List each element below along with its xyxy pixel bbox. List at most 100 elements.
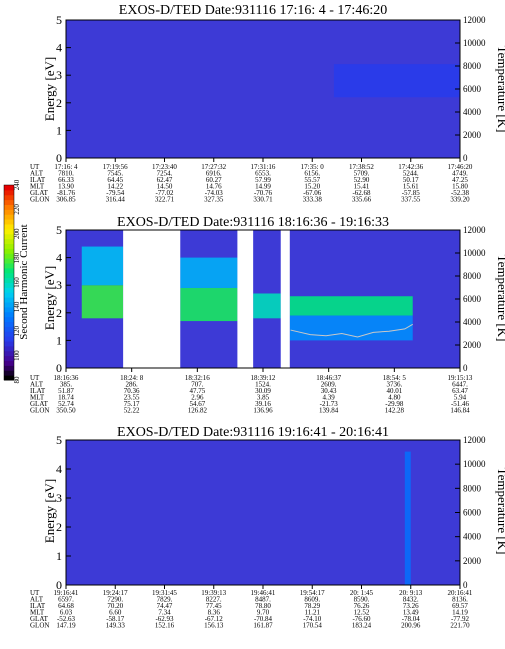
orbit-cell: 18:39:12 — [251, 374, 276, 382]
panel-1-ytick-label: 1 — [56, 123, 62, 137]
orbit-cell: 335.66 — [352, 196, 372, 204]
orbit-cell: 5.94 — [454, 394, 467, 402]
panel-2: EXOS-D/TED Date:931116 18:16:36 - 19:16:… — [30, 215, 505, 415]
colorbar-segment — [4, 209, 14, 215]
panel-2-data-gap-1 — [237, 230, 254, 368]
orbit-cell: 4.80 — [388, 394, 401, 402]
panel-2-plot — [66, 230, 460, 368]
orbit-cell: 19:24:17 — [103, 589, 128, 597]
orbit-cell: 156.13 — [204, 622, 224, 630]
panel-2-ytick-label: 1 — [56, 333, 62, 347]
orbit-cell: 9.70 — [257, 609, 270, 617]
panel-3-ytick-label: 4 — [56, 462, 62, 476]
orbit-cell: 77.45 — [206, 602, 222, 610]
orbit-cell: 15.61 — [403, 183, 419, 191]
colorbar-segment — [4, 341, 14, 347]
panel-3-background — [66, 440, 460, 585]
orbit-cell: 19:46:41 — [251, 589, 276, 597]
orbit-row-label-mlt: MLT — [30, 183, 45, 191]
orbit-cell: 52.90 — [354, 176, 370, 184]
orbit-cell: 19:15:13 — [448, 374, 473, 382]
orbit-cell: 20:16:41 — [448, 589, 473, 597]
orbit-cell: 47.75 — [189, 387, 205, 395]
panel-3-ytick-right-label: 2000 — [463, 556, 482, 566]
orbit-cell: 52.22 — [124, 407, 140, 415]
panel-1-plot — [66, 20, 460, 158]
orbit-cell: -62.93 — [155, 615, 174, 623]
orbit-cell: 17:38:52 — [349, 163, 374, 171]
orbit-cell: 8227. — [206, 596, 222, 604]
colorbar-segment — [4, 336, 14, 342]
panel-1-title: EXOS-D/TED Date:931116 17:16: 4 - 17:46:… — [119, 3, 387, 18]
orbit-cell: 6597. — [58, 596, 74, 604]
orbit-cell: 183.24 — [352, 622, 372, 630]
panel-2-feature-1 — [81, 246, 124, 286]
orbit-cell: 15.80 — [452, 183, 468, 191]
orbit-cell: 333.38 — [303, 196, 323, 204]
orbit-cell: 17:35: 0 — [301, 163, 325, 171]
panel-2-temperature-trace — [290, 323, 413, 338]
orbit-cell: -62.68 — [352, 189, 371, 197]
orbit-cell: 13.90 — [58, 183, 74, 191]
orbit-cell: 14.22 — [107, 183, 123, 191]
orbit-cell: 47.25 — [452, 176, 468, 184]
orbit-row-label-mlt: MLT — [30, 609, 45, 617]
orbit-cell: -29.98 — [385, 400, 404, 408]
orbit-cell: 8609. — [304, 596, 320, 604]
panel-2-feature-2 — [180, 287, 238, 322]
orbit-cell: 39.16 — [255, 400, 271, 408]
orbit-cell: 6.60 — [109, 609, 122, 617]
panel-1-ytick-right-label: 0 — [463, 153, 468, 163]
colorbar-segment — [4, 355, 14, 361]
panel-2-ytick-right-label: 12000 — [463, 225, 486, 235]
orbit-cell: 7.34 — [158, 609, 171, 617]
panel-2-feature-4 — [253, 293, 281, 319]
orbit-cell: 7254. — [157, 170, 173, 178]
orbit-cell: 75.17 — [124, 400, 140, 408]
orbit-cell: 339.20 — [450, 196, 470, 204]
panel-2-ytick-right-label: 0 — [463, 363, 468, 373]
colorbar-tick-label: 120 — [13, 326, 21, 337]
orbit-cell: -52.63 — [57, 615, 76, 623]
colorbar-segment — [4, 267, 14, 274]
orbit-cell: 286. — [126, 381, 139, 389]
colorbar-tick-label: 140 — [13, 301, 21, 312]
orbit-cell: 2609. — [321, 381, 337, 389]
orbit-cell: 15.41 — [354, 183, 370, 191]
colorbar-segment — [4, 375, 14, 381]
orbit-cell: 20: 9:13 — [399, 589, 423, 597]
orbit-cell: 350.50 — [56, 407, 76, 415]
colorbar-segment — [4, 370, 14, 376]
orbit-cell: 6.03 — [60, 609, 73, 617]
panel-2-ytick-right-label: 2000 — [463, 340, 482, 350]
orbit-row-label-alt: ALT — [30, 170, 44, 178]
orbit-cell: 161.87 — [253, 622, 273, 630]
orbit-cell: -21.73 — [320, 400, 339, 408]
orbit-cell: 5709. — [354, 170, 370, 178]
orbit-cell: 8590. — [354, 596, 370, 604]
orbit-cell: 221.70 — [450, 622, 470, 630]
orbit-cell: 8136. — [452, 596, 468, 604]
orbit-cell: 7810. — [58, 170, 74, 178]
colorbar-segment — [4, 297, 14, 303]
colorbar-segment — [4, 331, 14, 337]
orbit-cell: -51.46 — [451, 400, 470, 408]
panel-2-data-gap-2 — [280, 230, 290, 368]
colorbar-segment — [4, 321, 14, 327]
colorbar-segment — [4, 189, 14, 196]
orbit-cell: 6916. — [206, 170, 222, 178]
colorbar-segment — [4, 277, 14, 283]
colorbar-segment — [4, 287, 14, 293]
orbit-cell: 306.85 — [56, 196, 76, 204]
panel-3-ylabel: Energy [eV] — [42, 479, 57, 543]
orbit-cell: 78.29 — [304, 602, 320, 610]
orbit-cell: -70.84 — [254, 615, 273, 623]
orbit-cell: 18:54: 5 — [383, 374, 407, 382]
panel-1-ylabel-right: Temperature [K] — [495, 46, 505, 133]
orbit-cell: 60.27 — [206, 176, 222, 184]
orbit-cell: 15.20 — [304, 183, 320, 191]
colorbar-label: Second Harmonic Current — [18, 224, 30, 339]
orbit-row-label-alt: ALT — [30, 381, 44, 389]
panel-2-ytick-right-label: 10000 — [463, 248, 486, 258]
